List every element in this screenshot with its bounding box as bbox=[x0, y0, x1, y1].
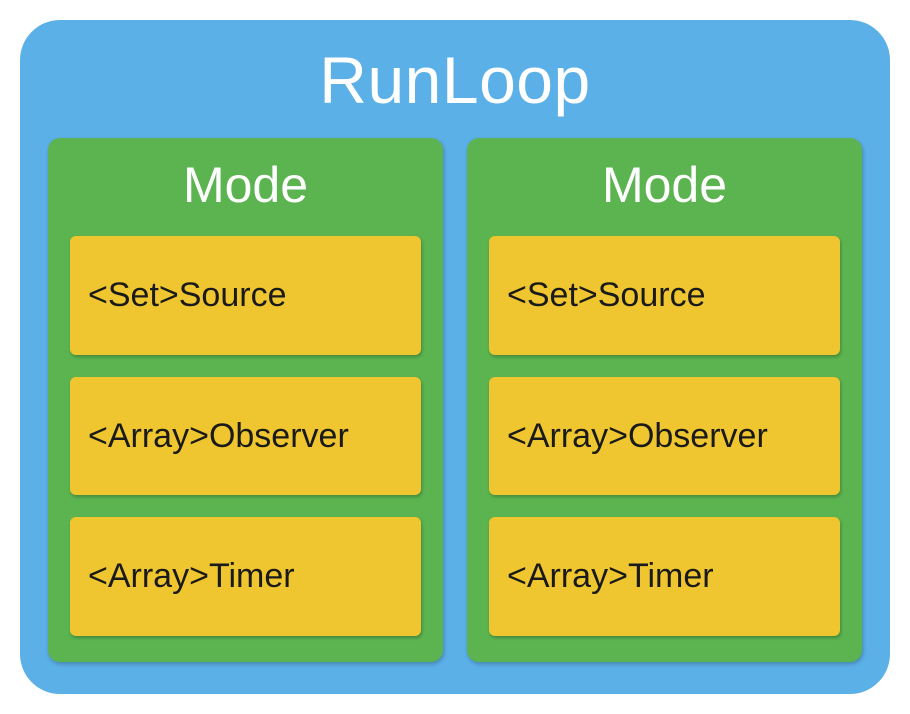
runloop-title: RunLoop bbox=[48, 42, 862, 118]
mode-item-timer: <Array>Timer bbox=[489, 517, 840, 636]
modes-row: Mode <Set>Source <Array>Observer <Array>… bbox=[48, 138, 862, 662]
mode-items: <Set>Source <Array>Observer <Array>Timer bbox=[70, 236, 421, 636]
mode-item-observer: <Array>Observer bbox=[489, 377, 840, 496]
mode-title: Mode bbox=[70, 156, 421, 214]
mode-items: <Set>Source <Array>Observer <Array>Timer bbox=[489, 236, 840, 636]
mode-panel: Mode <Set>Source <Array>Observer <Array>… bbox=[48, 138, 443, 662]
mode-item-timer: <Array>Timer bbox=[70, 517, 421, 636]
mode-title: Mode bbox=[489, 156, 840, 214]
mode-item-observer: <Array>Observer bbox=[70, 377, 421, 496]
mode-panel: Mode <Set>Source <Array>Observer <Array>… bbox=[467, 138, 862, 662]
mode-item-source: <Set>Source bbox=[489, 236, 840, 355]
mode-item-source: <Set>Source bbox=[70, 236, 421, 355]
runloop-container: RunLoop Mode <Set>Source <Array>Observer… bbox=[20, 20, 890, 694]
